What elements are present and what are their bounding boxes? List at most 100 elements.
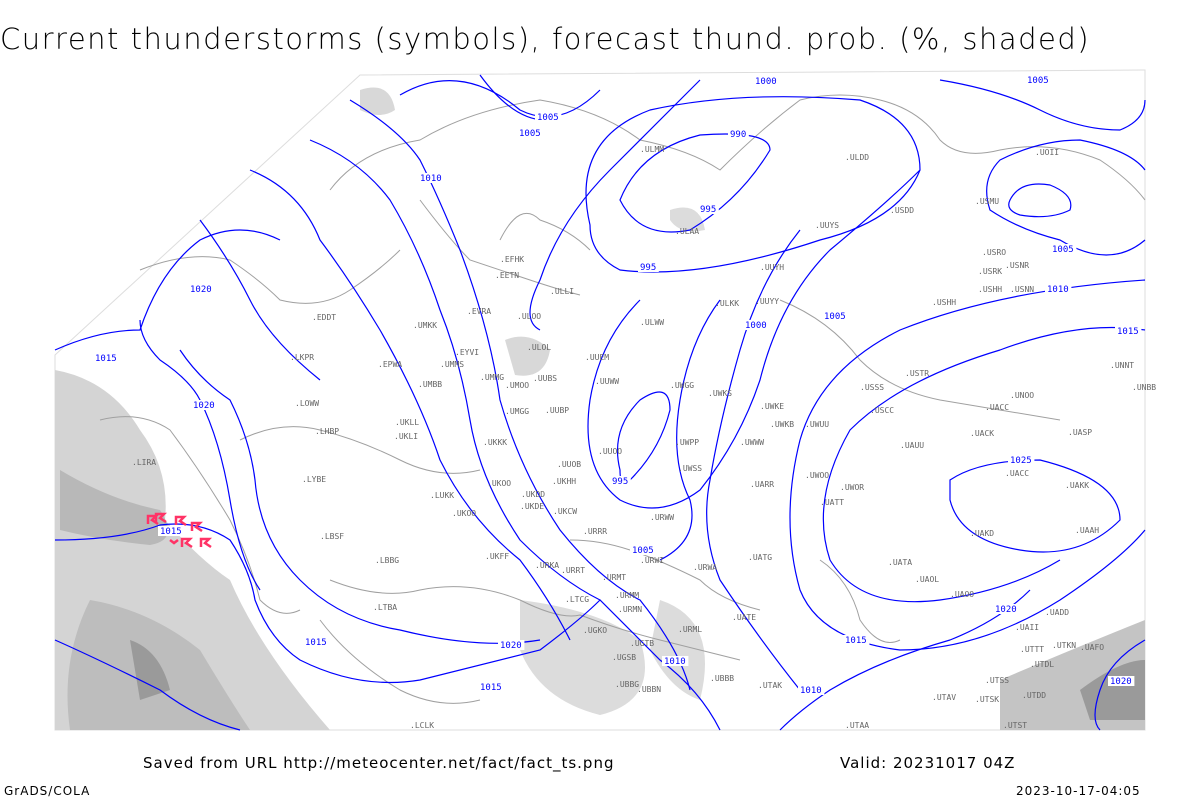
- isobar-label-bg: [798, 685, 825, 695]
- station-label: .USNR: [1005, 261, 1029, 270]
- isobar-label: 1010: [1047, 285, 1069, 295]
- isobar-label: 1005: [632, 546, 654, 556]
- isobar-label: 1020: [190, 285, 212, 295]
- station-label: .UNBB: [1132, 383, 1156, 392]
- station-label: .UMMS: [440, 360, 464, 369]
- station-label: .URWI: [640, 556, 664, 565]
- station-label: .UARR: [750, 480, 774, 489]
- station-label: .URMN: [618, 605, 642, 614]
- map-title: Current thunderstorms (symbols), forecas…: [0, 22, 1091, 56]
- station-label: .UGKO: [583, 626, 607, 635]
- source-url-text: Saved from URL http://meteocenter.net/fa…: [143, 754, 615, 772]
- isobar-label-bg: [498, 640, 525, 650]
- station-label: .UKLL: [395, 418, 419, 427]
- station-label: .UTTT: [1020, 645, 1044, 654]
- station-label: .UAFO: [1080, 643, 1104, 652]
- station-label: .USNN: [1010, 285, 1034, 294]
- isobar-label: 1020: [995, 605, 1017, 615]
- station-label: .UUOB: [557, 460, 581, 469]
- station-label: .UWOR: [840, 483, 864, 492]
- isobar-label-bg: [418, 173, 445, 183]
- isobar-label: 1015: [480, 683, 502, 693]
- station-label: .UWPP: [675, 438, 699, 447]
- station-label: .UKOO: [487, 479, 511, 488]
- station-label: .UKLI: [394, 432, 418, 441]
- station-label: .USMU: [975, 197, 999, 206]
- isobar-label-bg: [1115, 326, 1142, 336]
- station-label: .UNOO: [1010, 391, 1034, 400]
- station-label: .UWWW: [740, 438, 764, 447]
- station-label: .UATE: [732, 613, 756, 622]
- station-label: .UKCW: [553, 507, 577, 516]
- station-label: .UUBS: [533, 374, 557, 383]
- station-label: .UACC: [1005, 469, 1029, 478]
- valid-time-text: Valid: 20231017 04Z: [840, 754, 1016, 772]
- station-label: .EPWA: [378, 360, 402, 369]
- station-label: .UKKK: [483, 438, 507, 447]
- station-label: .ULAA: [675, 227, 699, 236]
- station-label: .UTSK: [975, 695, 999, 704]
- isobar-label: 1015: [305, 638, 327, 648]
- thunderstorm-probability-shading: [55, 87, 1145, 730]
- station-label: .UUYS: [815, 221, 839, 230]
- station-label: .LBBG: [375, 556, 399, 565]
- thunderstorm-symbols: [146, 512, 213, 549]
- station-label: .UTST: [1003, 721, 1027, 730]
- station-label: .LTCG: [565, 595, 589, 604]
- isobar-label-bg: [1045, 284, 1072, 294]
- station-label: .USTR: [905, 369, 929, 378]
- station-label: .UAKK: [1065, 481, 1089, 490]
- station-label: .URMT: [602, 573, 626, 582]
- station-label: .LCLK: [410, 721, 434, 730]
- station-label: .LYBE: [302, 475, 326, 484]
- station-label: .ULKK: [715, 299, 739, 308]
- thunderstorm-icon: [180, 537, 194, 549]
- isobar-label-bg: [191, 400, 218, 410]
- thunderstorm-icon: [199, 537, 213, 549]
- thunderstorm-icon: [169, 539, 179, 545]
- station-label: .LBSF: [320, 532, 344, 541]
- station-label: .UKHH: [552, 477, 576, 486]
- station-label: .EDDT: [312, 313, 336, 322]
- isobar-label: 1005: [519, 129, 541, 139]
- isobar-label-bg: [303, 637, 330, 647]
- isobar-label-bg: [630, 545, 657, 555]
- isobar-label-bg: [1050, 244, 1077, 254]
- station-label: .UMKK: [413, 321, 437, 330]
- station-label: .UAOO: [950, 590, 974, 599]
- isobar-label-bg: [1025, 75, 1052, 85]
- isobar-label: 1010: [664, 657, 686, 667]
- isobar-label: 1015: [95, 354, 117, 364]
- isobar-label: 1015: [1117, 327, 1139, 337]
- isobar-label-bg: [728, 129, 749, 139]
- station-label: .USSS: [860, 383, 884, 392]
- station-label: .LTBA: [373, 603, 397, 612]
- station-label: .URKA: [535, 561, 559, 570]
- station-label: .UACC: [985, 403, 1009, 412]
- station-label: .URWW: [650, 513, 674, 522]
- isobar-label-bg: [517, 128, 544, 138]
- station-label: .UKFF: [485, 552, 509, 561]
- station-label: .USDD: [890, 206, 914, 215]
- station-label: .UMMG: [480, 373, 504, 382]
- thunderstorm-icon: [174, 515, 188, 527]
- station-label: .UUEM: [585, 353, 609, 362]
- isobar-label-bg: [478, 682, 505, 692]
- station-label: .UTDD: [1022, 691, 1046, 700]
- station-label: .UWKB: [770, 420, 794, 429]
- isobar-label: 1020: [1110, 677, 1132, 687]
- isobar-label: 1005: [537, 113, 559, 123]
- station-label: .UAII: [1015, 623, 1039, 632]
- isobar-label: 1000: [755, 77, 777, 87]
- station-label: .UTSS: [985, 676, 1009, 685]
- station-label: .LOWW: [295, 399, 319, 408]
- thunderstorm-icon: [154, 512, 168, 524]
- software-credit: GrADS/COLA: [4, 784, 91, 798]
- isobar-label-bg: [743, 320, 770, 330]
- station-label: .URRR: [583, 527, 607, 536]
- isobar-label-bg: [610, 476, 631, 486]
- generation-timestamp: 2023-10-17-04:05: [1016, 784, 1141, 798]
- station-label: .UBBB: [710, 674, 734, 683]
- station-label: .UAOL: [915, 575, 939, 584]
- isobar-label: 1020: [193, 401, 215, 411]
